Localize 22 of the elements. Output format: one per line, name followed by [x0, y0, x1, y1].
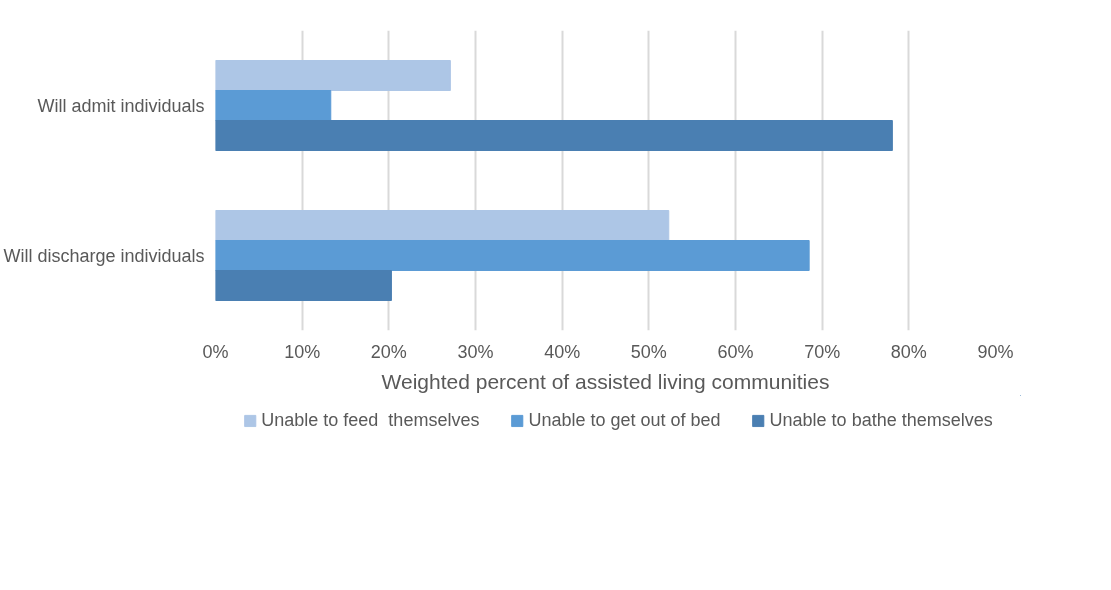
x-tick-label: 30% — [457, 341, 494, 362]
x-axis-title: Weighted percent of assisted living communities — [381, 369, 830, 393]
bar — [215, 60, 451, 91]
x-tick-label: 0% — [202, 341, 229, 362]
legend-label: Unable to feed themselves — [261, 409, 480, 431]
bar — [215, 210, 670, 241]
y-tick-label: Will admit individuals — [37, 95, 205, 116]
bar — [215, 270, 392, 301]
x-tick-label: 50% — [630, 341, 667, 362]
legend-label: Unable to get out of bed — [528, 409, 721, 431]
bar — [215, 90, 332, 121]
x-tick-label: 10% — [284, 341, 321, 362]
legend-label: Unable to bathe themselves — [769, 409, 993, 431]
bar — [215, 120, 893, 151]
y-tick-label: Will discharge individuals — [3, 245, 205, 266]
x-tick-label: 60% — [717, 341, 754, 362]
bar — [215, 240, 810, 271]
x-tick-label: 40% — [544, 341, 581, 362]
x-tick-label: 80% — [890, 341, 927, 362]
x-tick-label: 90% — [977, 341, 1014, 362]
x-tick-label: 20% — [370, 341, 407, 362]
x-tick-label: 70% — [804, 341, 841, 362]
